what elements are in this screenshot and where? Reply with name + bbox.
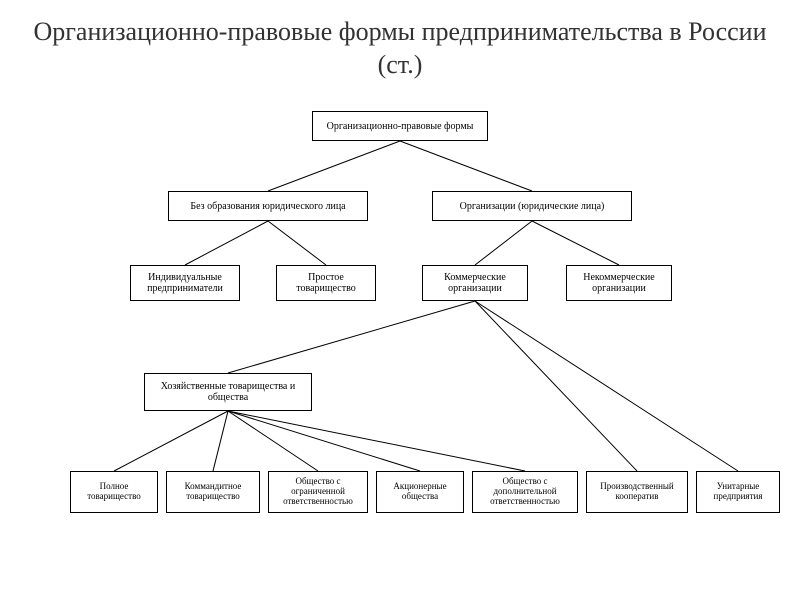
edge-komm-hoz: [228, 301, 475, 373]
node-bezobr: Без образования юридического лица: [168, 191, 368, 221]
node-polnoe: Полное товарищество: [70, 471, 158, 513]
node-komand: Коммандитное товарищество: [166, 471, 260, 513]
node-komm: Коммерческие организации: [422, 265, 528, 301]
node-odo: Общество с дополнительной ответственност…: [472, 471, 578, 513]
edge-root-org: [400, 141, 532, 191]
edge-hoz-polnoe: [114, 411, 228, 471]
node-root: Организационно-правовые формы: [312, 111, 488, 141]
org-forms-tree: Организационно-правовые формы Без образов…: [0, 89, 800, 569]
node-koop: Производственный кооператив: [586, 471, 688, 513]
edge-hoz-komand: [213, 411, 228, 471]
edge-org-komm: [475, 221, 532, 265]
node-ooo: Общество с ограниченной ответственностью: [268, 471, 368, 513]
node-ao: Акционерные общества: [376, 471, 464, 513]
node-ip: Индивидуальные предприниматели: [130, 265, 240, 301]
edge-hoz-ao: [228, 411, 420, 471]
edge-komm-koop: [475, 301, 637, 471]
edge-komm-unit: [475, 301, 738, 471]
node-hoz: Хозяйственные товарищества и общества: [144, 373, 312, 411]
node-nekom: Некоммерческие организации: [566, 265, 672, 301]
edge-org-nekom: [532, 221, 619, 265]
edge-root-bezobr: [268, 141, 400, 191]
node-org: Организации (юридические лица): [432, 191, 632, 221]
edge-bezobr-ip: [185, 221, 268, 265]
node-prosto: Простое товарищество: [276, 265, 376, 301]
edge-bezobr-prosto: [268, 221, 326, 265]
page-title: Организационно-правовые формы предприним…: [0, 0, 800, 89]
node-unit: Унитарные предприятия: [696, 471, 780, 513]
